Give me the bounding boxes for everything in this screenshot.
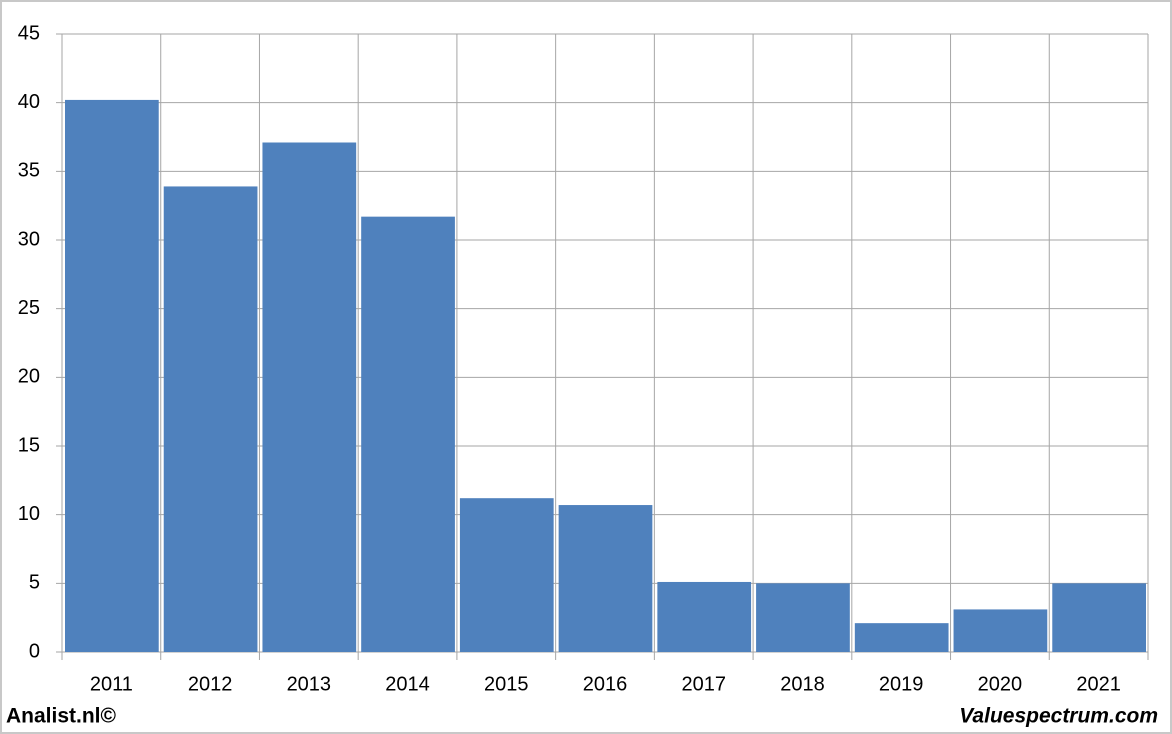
x-tick-label: 2021: [1076, 673, 1121, 695]
bar: [163, 186, 258, 652]
bar: [756, 583, 850, 652]
x-tick-label: 2017: [681, 673, 726, 695]
x-tick-label: 2011: [90, 673, 133, 695]
y-tick-label: 35: [18, 160, 40, 182]
bar: [262, 142, 357, 652]
y-tick-label: 40: [18, 91, 40, 113]
y-tick-label: 25: [18, 297, 40, 319]
footer-left: Analist.nl©: [6, 705, 117, 728]
y-tick-label: 45: [18, 22, 40, 44]
bar: [361, 216, 455, 653]
x-tick-label: 2018: [780, 673, 825, 695]
y-tick-label: 15: [18, 434, 40, 456]
y-tick-label: 0: [29, 640, 40, 662]
bar: [459, 498, 554, 652]
x-tick-label: 2016: [583, 673, 628, 695]
x-tick-label: 2013: [287, 673, 332, 695]
y-tick-label: 5: [29, 572, 40, 594]
y-tick-label: 10: [18, 503, 40, 525]
x-tick-label: 2019: [879, 673, 924, 695]
x-tick-label: 2020: [978, 673, 1023, 695]
bar: [1052, 583, 1146, 652]
y-tick-label: 30: [18, 228, 40, 250]
x-tick-label: 2012: [188, 673, 233, 695]
footer-right: Valuespectrum.com: [959, 705, 1158, 728]
bar: [657, 581, 752, 652]
x-tick-label: 2014: [385, 673, 430, 695]
bar: [65, 99, 159, 653]
y-tick-label: 20: [18, 366, 40, 388]
x-tick-label: 2015: [484, 673, 529, 695]
bar: [558, 505, 653, 652]
bar: [854, 623, 949, 652]
bar: [953, 609, 1048, 652]
